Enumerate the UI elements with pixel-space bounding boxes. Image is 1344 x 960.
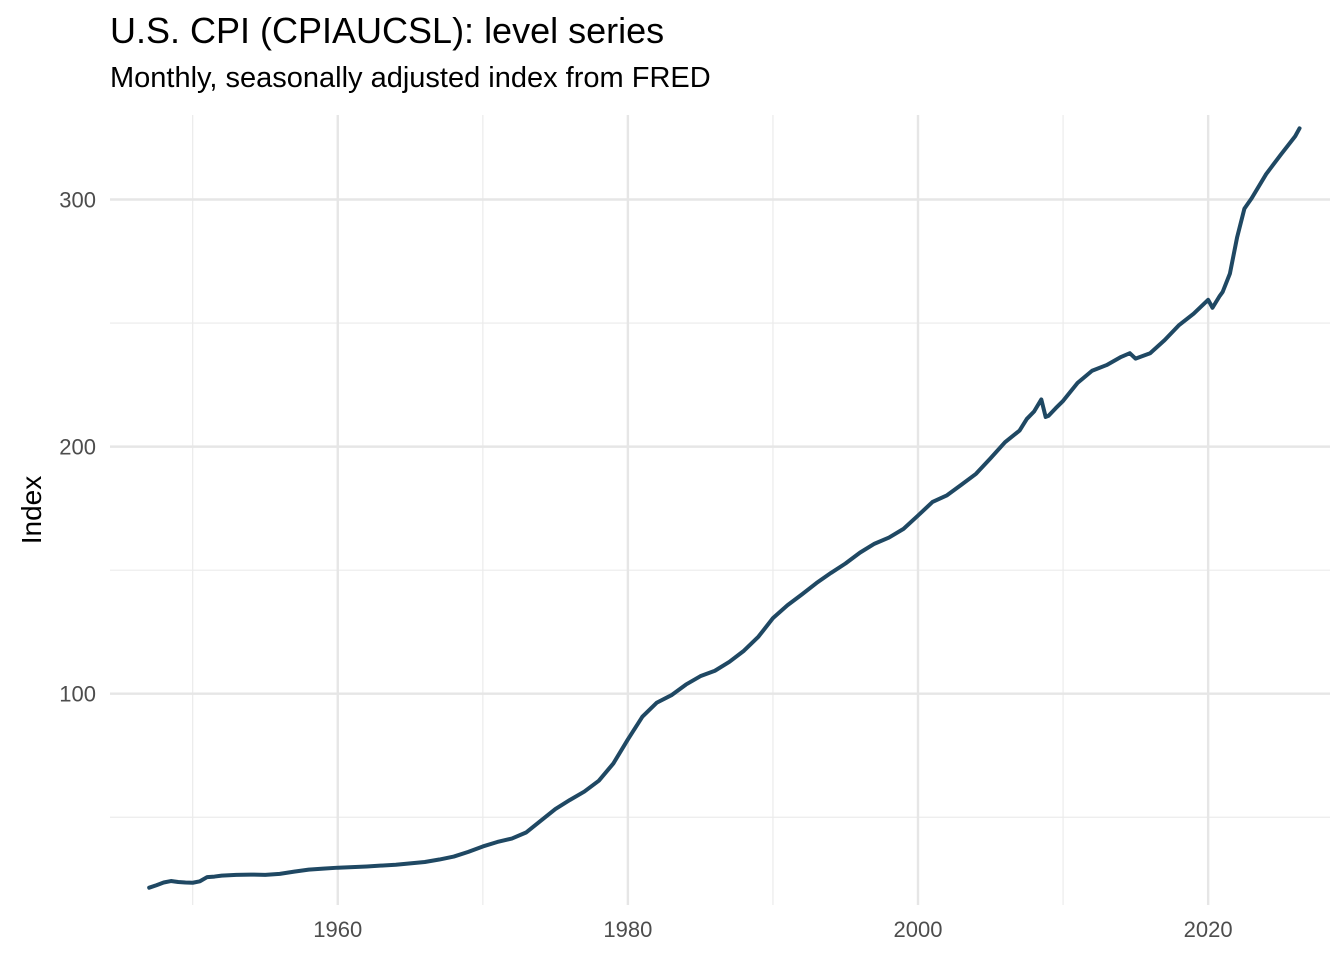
x-tick-label: 1960 [313, 917, 362, 942]
y-tick-label: 300 [59, 188, 96, 213]
x-tick-label: 1980 [603, 917, 652, 942]
chart-title: U.S. CPI (CPIAUCSL): level series [110, 10, 665, 51]
x-tick-label: 2000 [894, 917, 943, 942]
y-tick-label: 200 [59, 435, 96, 460]
y-tick-label: 100 [59, 682, 96, 707]
chart-subtitle: Monthly, seasonally adjusted index from … [110, 62, 711, 94]
y-axis-tick-labels: 100 200 300 [59, 188, 96, 707]
major-gridlines [110, 115, 1330, 905]
cpi-series-line [147, 126, 1302, 890]
x-axis-tick-labels: 1960 1980 2000 2020 [313, 917, 1232, 942]
x-tick-label: 2020 [1184, 917, 1233, 942]
minor-gridlines [110, 115, 1330, 905]
y-axis-title: Index [16, 476, 47, 545]
series-layer [147, 126, 1302, 890]
